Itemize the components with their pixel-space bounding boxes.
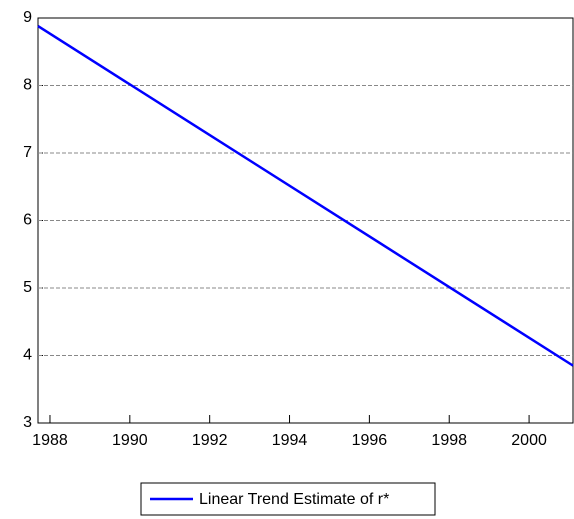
y-tick-label: 3: [23, 414, 32, 431]
y-tick-label: 5: [23, 279, 32, 296]
legend: [140, 482, 436, 516]
legend-label: Linear Trend Estimate of r*: [199, 491, 389, 508]
y-tick-label: 9: [23, 9, 32, 26]
x-tick-label: 1994: [272, 432, 308, 449]
x-tick-label: 1988: [32, 432, 68, 449]
line: [37, 25, 574, 367]
x-tick-label: 1992: [192, 432, 228, 449]
y-tick-label: 8: [23, 77, 32, 94]
y-tick-label: 6: [23, 212, 32, 229]
x-tick-label: 1990: [112, 432, 148, 449]
y-tick-label: 7: [23, 144, 32, 161]
x-tick-label: 1996: [352, 432, 388, 449]
y-tick-label: 4: [23, 347, 32, 364]
x-tick-label: 2000: [511, 432, 547, 449]
x-tick-label: 1998: [431, 432, 467, 449]
